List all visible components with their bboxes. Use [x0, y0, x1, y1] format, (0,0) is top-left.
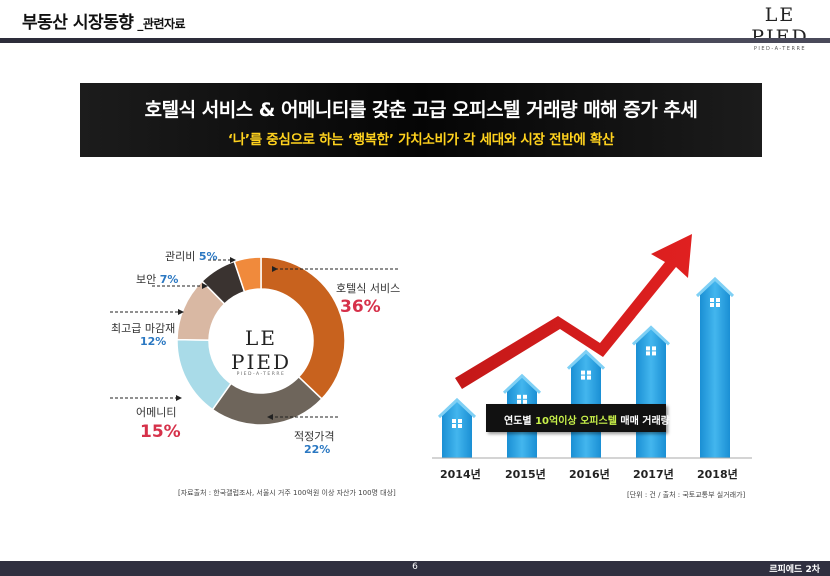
security-pct: 7%	[159, 273, 179, 286]
bar-window-4-3	[716, 303, 720, 307]
bar-window-2-1	[587, 370, 591, 375]
bar-window-3-0	[646, 346, 650, 351]
arrow-price	[267, 414, 273, 420]
callout-post: 매매 거래량	[616, 416, 670, 427]
bar-window-0-1	[458, 419, 462, 423]
label-price-name: 적정가격	[294, 430, 335, 443]
label-amenity-pct: 15%	[140, 422, 181, 442]
security-name: 보안	[136, 273, 157, 286]
bar-window-0-3	[458, 424, 462, 428]
bar-callout: 연도별 10억이상 오피스텔 매매 거래량	[486, 404, 670, 432]
bar-roof-0	[437, 397, 477, 419]
footer-bar: 6 르피에드 2차	[0, 561, 830, 576]
bar-house-0	[442, 401, 472, 458]
banner-headline: 호텔식 서비스 & 어메니티를 갖춘 고급 오피스텔 거래량 매해 증가 추세	[144, 99, 698, 121]
leader-arrowheads	[176, 257, 278, 420]
bar-roof-2	[566, 349, 606, 370]
label-finish-pct: 12%	[140, 335, 167, 348]
page-subtitle: _관련자료	[137, 17, 186, 31]
arrow-security	[202, 283, 208, 289]
bar-window-3-3	[652, 351, 656, 356]
donut-slice-0	[260, 256, 346, 400]
callout-highlight: 10억이상 오피스텔	[535, 416, 617, 427]
footer-brand: 르피에드 2차	[769, 565, 820, 575]
arrow-finish	[178, 309, 184, 315]
bar-window-1-1	[523, 394, 527, 399]
donut-slices	[176, 256, 346, 426]
year-label-2015: 2015년	[505, 468, 546, 481]
bar-window-0-2	[452, 424, 456, 428]
mgmt-pct: 5%	[198, 250, 218, 263]
label-hotel-pct: 36%	[340, 297, 381, 317]
bar-window-3-1	[652, 346, 656, 351]
label-amenity-name: 어메니티	[136, 406, 177, 419]
donut-slice-5	[233, 256, 262, 293]
bar-window-4-2	[710, 303, 714, 307]
bar-window-4-1	[716, 298, 720, 302]
bar-window-3-2	[646, 351, 650, 356]
center-logo-tagline: PIED-A-TERRE	[236, 372, 286, 377]
label-finish-name: 최고급 마감재	[111, 322, 176, 335]
bar-window-2-3	[587, 375, 591, 380]
bar-house-3	[636, 328, 666, 458]
arrow-hotel	[272, 266, 278, 272]
label-hotel-name: 호텔식 서비스	[336, 282, 401, 295]
donut-leader-lines	[110, 259, 400, 418]
donut-center-logo: LE PIED PIED-A-TERRE	[221, 326, 301, 377]
bar-window-2-0	[581, 370, 585, 375]
banner-subheadline: ‘나’를 중심으로 하는 ‘행복한’ 가치소비가 각 세대와 시장 전반에 확산	[227, 132, 615, 148]
page-title-main: 부동산 시장동향	[22, 13, 134, 33]
label-security-name: 보안 7%	[136, 271, 178, 287]
headline-banner: 호텔식 서비스 & 어메니티를 갖춘 고급 오피스텔 거래량 매해 증가 추세 …	[80, 83, 762, 157]
bar-roof-3	[631, 325, 671, 346]
bar-house-4	[700, 280, 730, 458]
year-label-2016: 2016년	[569, 468, 610, 481]
page-number: 6	[412, 562, 418, 572]
callout-pre: 연도별	[504, 416, 536, 427]
bar-window-1-2	[517, 399, 521, 404]
bar-roof-4	[695, 276, 735, 298]
label-price-pct: 22%	[304, 443, 331, 456]
arrow-amenity	[176, 395, 182, 401]
logo-tagline: PIED-A-TERRE	[753, 46, 807, 52]
header-divider	[0, 38, 830, 43]
mgmt-name: 관리비	[165, 250, 196, 263]
bar-window-4-0	[710, 298, 714, 302]
year-label-2018: 2018년	[697, 468, 738, 481]
header-divider-accent	[650, 38, 830, 43]
label-mgmt-name: 관리비 5%	[165, 248, 218, 264]
trend-arrow	[455, 234, 692, 389]
bar-window-1-0	[517, 394, 521, 399]
bar-roof-1	[502, 373, 542, 394]
bar-window-0-0	[452, 419, 456, 423]
bar-window-2-2	[581, 375, 585, 380]
arrow-mgmt	[230, 257, 236, 263]
donut-source-note: [자료출처 : 한국갤럽조사, 서울시 거주 100억원 이상 자산가 100명…	[178, 489, 396, 497]
bar-source-note: [단위 : 건 / 출처 : 국토교통부 실거래가]	[627, 491, 746, 499]
year-label-2017: 2017년	[633, 468, 674, 481]
page-title: 부동산 시장동향 _관련자료	[22, 8, 186, 33]
center-logo-word: LE PIED	[231, 326, 291, 374]
year-label-2014: 2014년	[440, 468, 481, 481]
bar-window-1-3	[523, 399, 527, 404]
